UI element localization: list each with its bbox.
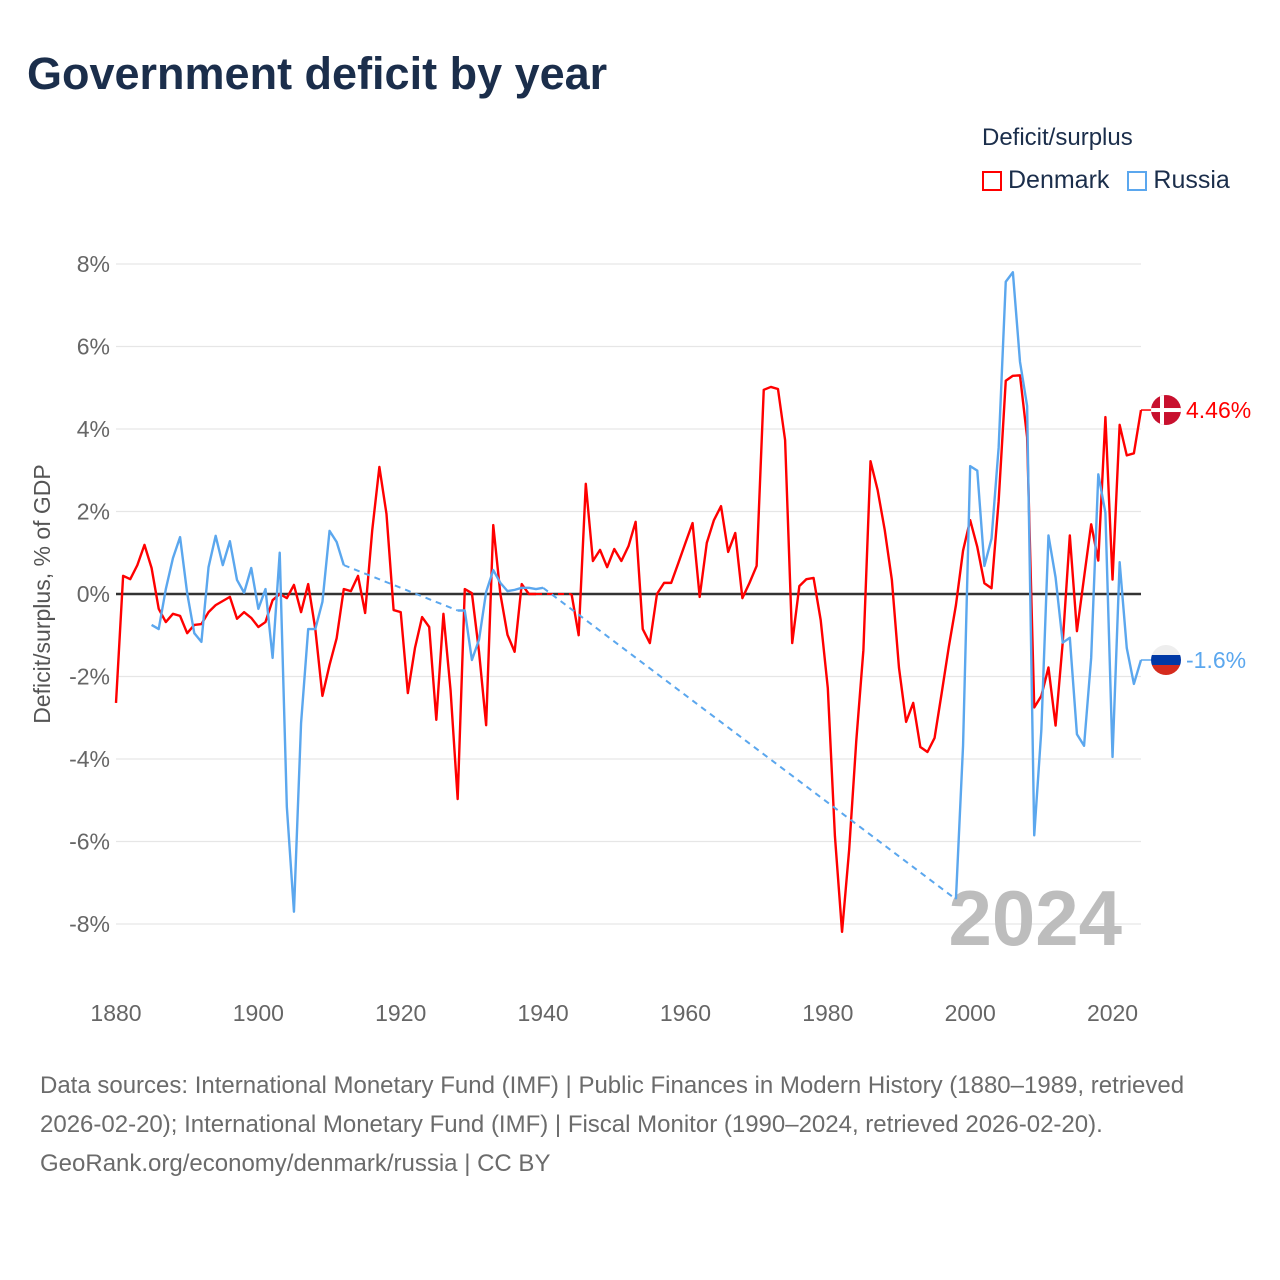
russia-line — [150, 529, 345, 913]
russia-flag-icon — [1151, 645, 1181, 675]
denmark-end-value: 4.46% — [1186, 397, 1251, 423]
denmark-flag-icon — [1151, 395, 1181, 426]
y-tick-label: -6% — [69, 829, 110, 855]
x-tick-label: 1920 — [375, 1000, 426, 1026]
x-tick-label: 2000 — [945, 1000, 996, 1026]
y-tick-label: 2% — [77, 499, 110, 525]
x-tick-label: 1940 — [517, 1000, 568, 1026]
x-tick-label: 1960 — [660, 1000, 711, 1026]
x-tick-label: 1880 — [90, 1000, 141, 1026]
russia-line — [954, 271, 1143, 900]
legend-label: Russia — [1153, 166, 1230, 194]
legend-label: Denmark — [1008, 166, 1110, 194]
y-tick-label: -4% — [69, 746, 110, 772]
russia-gap-line — [343, 564, 459, 612]
x-tick-label: 2020 — [1087, 1000, 1138, 1026]
y-tick-label: 4% — [77, 416, 110, 442]
current-year-label: 2024 — [948, 874, 1122, 962]
legend-title: Deficit/surplus — [982, 124, 1133, 151]
chart-title: Government deficit by year — [27, 48, 608, 99]
denmark-line — [114, 465, 536, 801]
y-tick-label: 0% — [77, 581, 110, 607]
russia-gap-line — [542, 587, 957, 901]
y-tick-label: 6% — [77, 334, 110, 360]
legend-swatch-russia — [1127, 170, 1148, 191]
data-sources: Data sources: International Monetary Fun… — [40, 1072, 1185, 1138]
y-tick-label: 8% — [77, 251, 110, 277]
legend-swatch-denmark — [982, 170, 1002, 191]
y-tick-label: -8% — [69, 911, 110, 937]
y-tick-label: -2% — [69, 664, 110, 690]
denmark-line — [570, 374, 1143, 934]
credit-link[interactable]: GeoRank.org/economy/denmark/russia | CC … — [40, 1150, 551, 1177]
legend: Denmark Russia — [982, 166, 1230, 195]
legend-item-russia[interactable]: Russia — [1127, 166, 1230, 195]
russia-line — [457, 568, 544, 662]
x-tick-label: 1980 — [802, 1000, 853, 1026]
y-axis-label: Deficit/surplus, % of GDP — [29, 464, 55, 723]
russia-end-value: -1.6% — [1186, 647, 1246, 673]
legend-item-denmark[interactable]: Denmark — [982, 166, 1109, 195]
x-tick-label: 1900 — [233, 1000, 284, 1026]
footer: Data sources: International Monetary Fun… — [40, 1066, 1240, 1183]
